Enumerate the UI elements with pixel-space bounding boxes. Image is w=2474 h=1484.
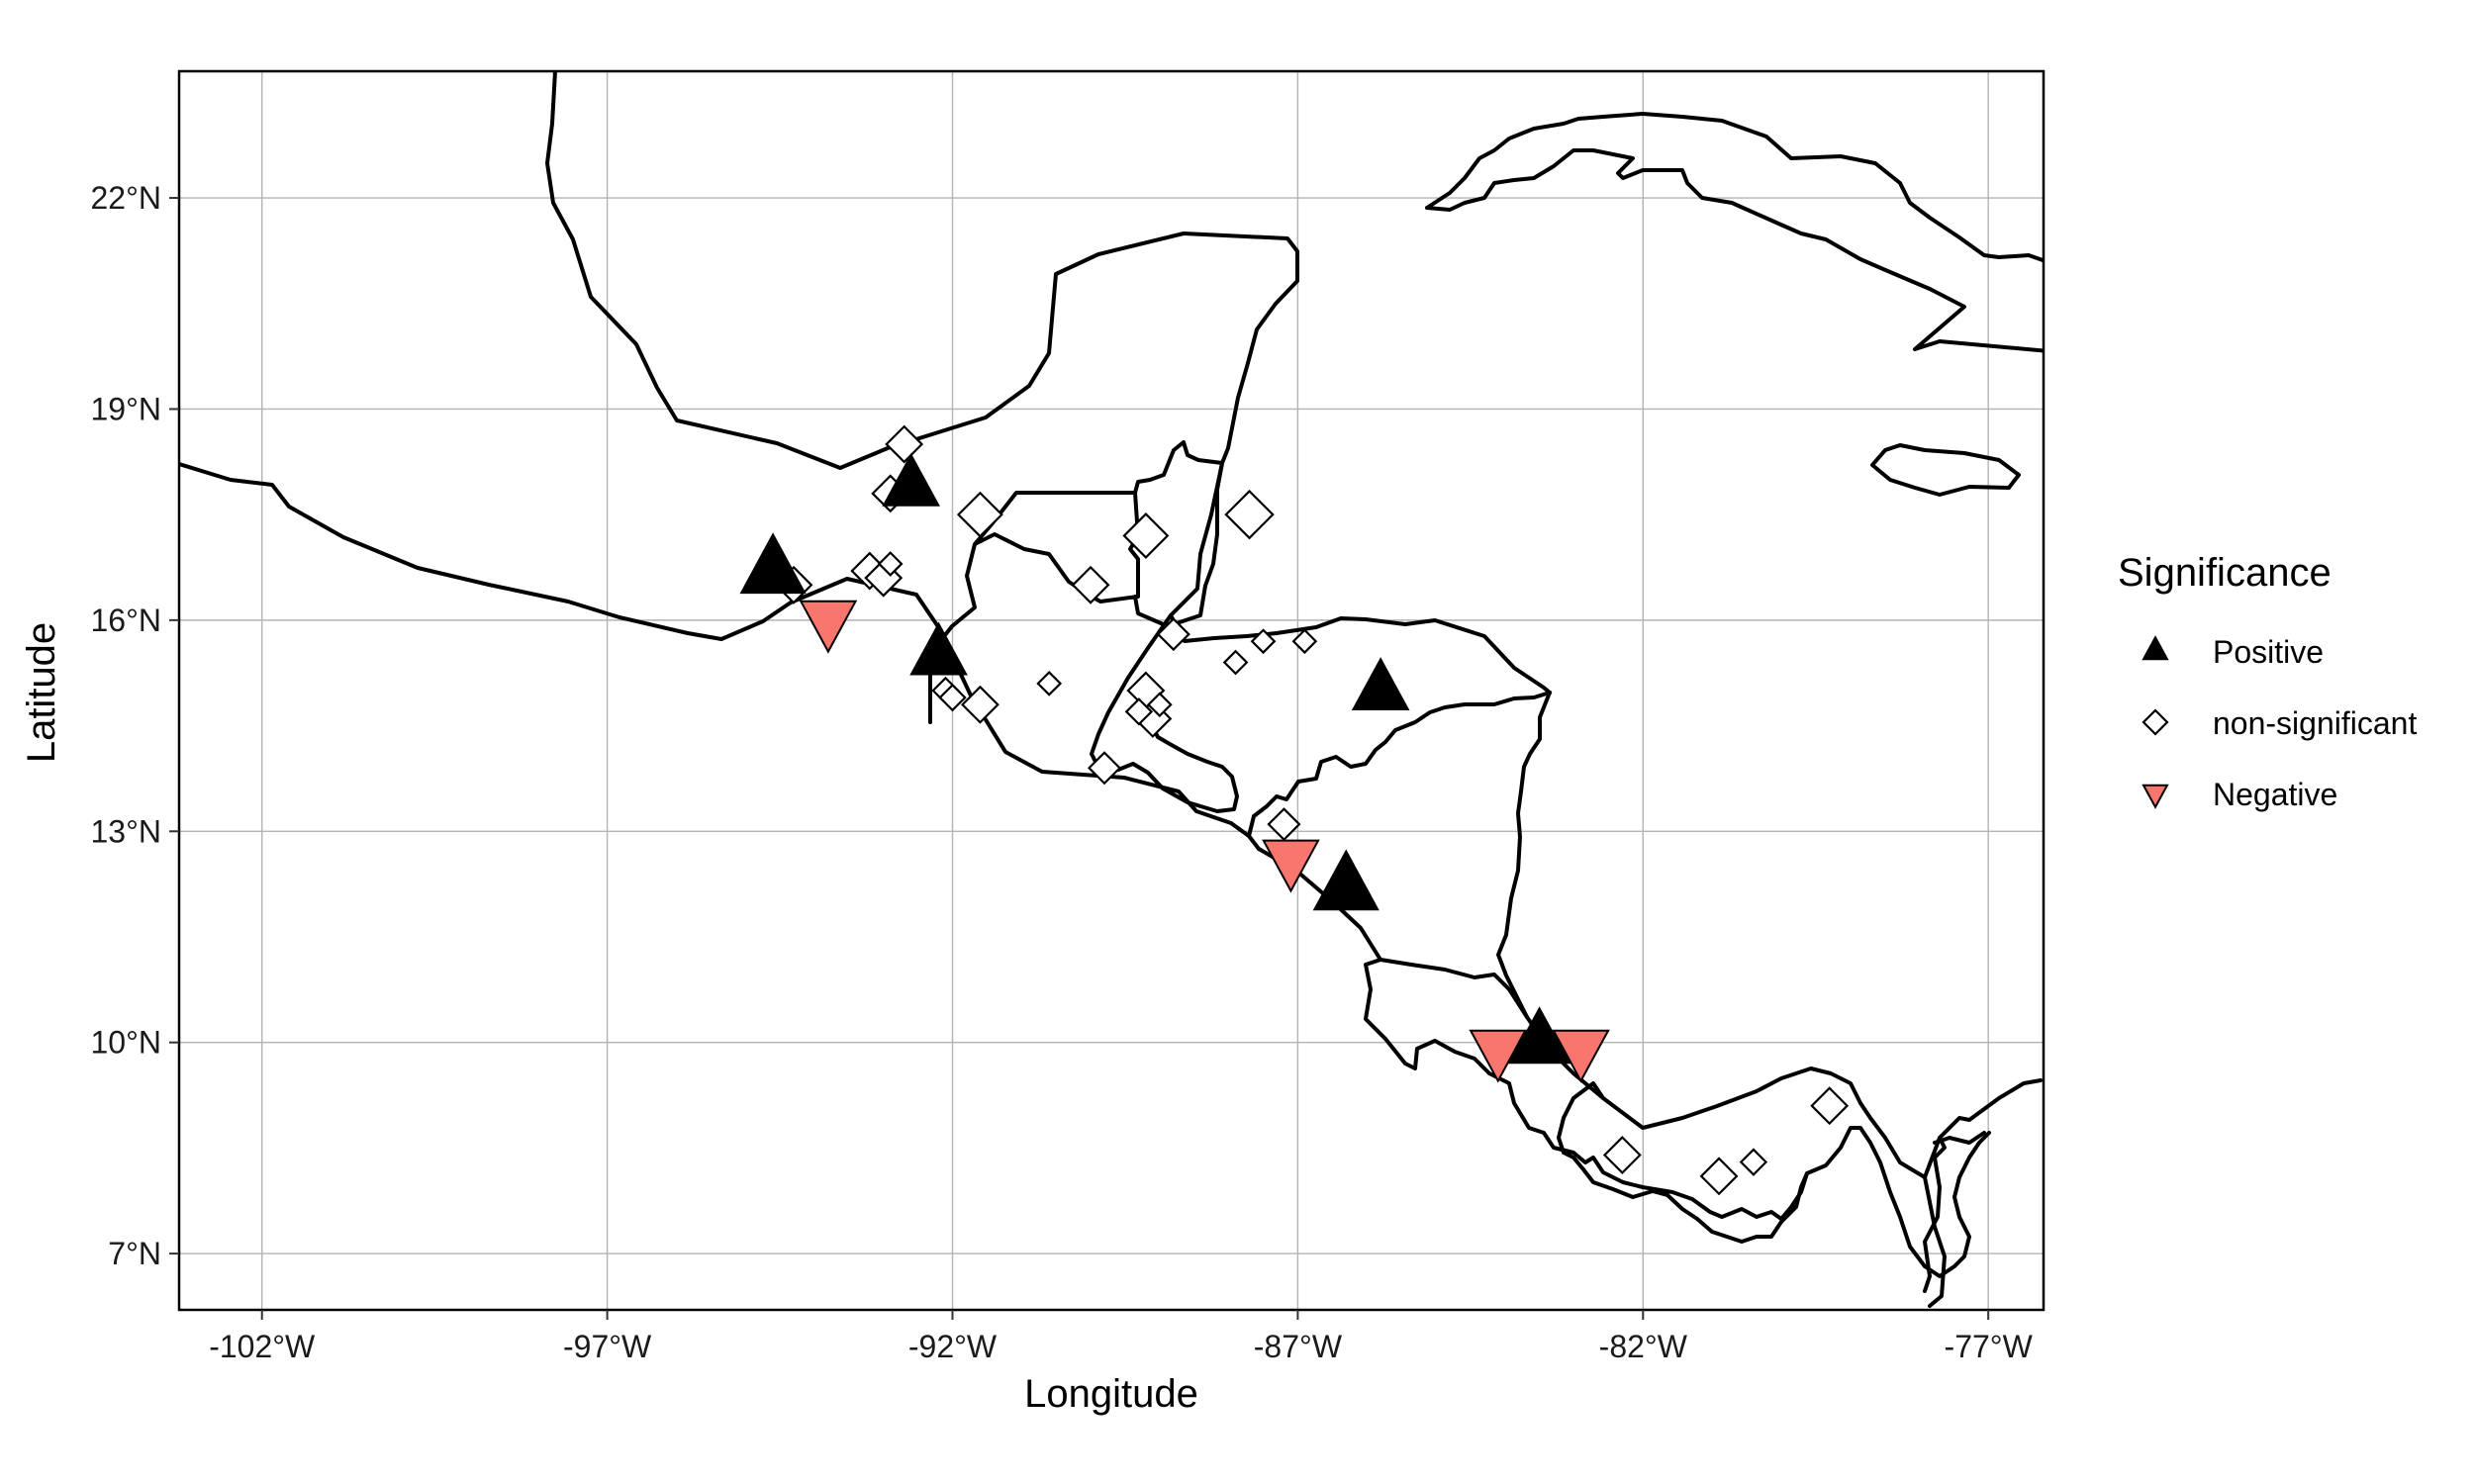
nonsignificant-point xyxy=(1071,565,1110,604)
nonsignificant-point xyxy=(1739,1148,1768,1176)
coastline-honduras-north xyxy=(1169,613,1552,695)
nonsignificant-point xyxy=(1224,489,1275,540)
nonsignificant-point xyxy=(956,491,1003,538)
legend-entries: Positive non-significant Negative xyxy=(2141,634,2417,812)
nonsignificant-point xyxy=(885,424,924,464)
legend-label: non-significant xyxy=(2213,705,2417,741)
data-points xyxy=(739,424,1850,1196)
positive-point xyxy=(1508,1006,1571,1065)
nonsignificant-point xyxy=(1602,1136,1642,1174)
legend-key-positive xyxy=(2141,635,2169,661)
nonsignificant-point xyxy=(1810,1086,1850,1126)
y-tick-label: 16°N xyxy=(91,603,162,638)
positive-point xyxy=(1351,657,1410,711)
x-tick-label: -77°W xyxy=(1945,1329,2034,1364)
y-tick-label: 22°N xyxy=(91,180,162,216)
y-tick-label: 10°N xyxy=(91,1025,162,1061)
plot-panel-border xyxy=(177,69,2046,1312)
legend-label: Negative xyxy=(2213,777,2337,812)
positive-point xyxy=(909,621,968,676)
legend-label: Positive xyxy=(2213,634,2324,670)
legend: Significance Positive non-significant Nega… xyxy=(2118,551,2417,812)
legend-key-negative xyxy=(2141,784,2169,809)
nonsignificant-point xyxy=(1087,751,1122,786)
negative-point xyxy=(1469,1029,1528,1083)
nonsignificant-point xyxy=(1699,1157,1739,1196)
nonsignificant-point xyxy=(877,551,904,577)
x-tick-label: -82°W xyxy=(1599,1329,1688,1364)
coastline-panama-caribbean xyxy=(1923,1136,1947,1293)
legend-key-nonsignificant xyxy=(2141,708,2169,736)
positive-point xyxy=(882,452,940,507)
x-tick-label: -97°W xyxy=(563,1329,652,1364)
negative-point xyxy=(1262,839,1320,893)
nonsignificant-point xyxy=(864,558,904,598)
nonsignificant-point xyxy=(1267,807,1301,842)
coastline-colombia xyxy=(1923,1175,1947,1308)
negative-point xyxy=(1552,1029,1610,1083)
x-tick-label: -87°W xyxy=(1254,1329,1343,1364)
x-tick-label: -92°W xyxy=(908,1329,998,1364)
x-tick-label: -102°W xyxy=(209,1329,316,1364)
y-axis-title: Latitude xyxy=(20,622,63,763)
nonsignificant-point xyxy=(1146,692,1173,718)
nonsignificant-point xyxy=(1036,671,1063,696)
border-honduras-nicaragua xyxy=(1247,691,1552,838)
coastlines xyxy=(179,71,2044,1308)
nonsignificant-point xyxy=(1122,512,1170,559)
x-axis-title: Longitude xyxy=(1024,1372,1198,1416)
x-axis-ticks: -102°W -97°W -92°W -87°W -82°W -77°W xyxy=(209,1310,2034,1364)
coastline-pacific-south xyxy=(1257,847,2043,1179)
y-tick-label: 7°N xyxy=(108,1236,161,1271)
coastline-nicaragua-east xyxy=(1496,691,1552,1019)
nonsignificant-point xyxy=(1250,628,1277,655)
legend-title: Significance xyxy=(2118,551,2331,595)
nonsignificant-point xyxy=(1156,617,1190,652)
nonsignificant-point xyxy=(960,685,999,724)
nonsignificant-point xyxy=(1124,697,1154,726)
y-tick-label: 19°N xyxy=(91,391,162,426)
nonsignificant-point xyxy=(1291,628,1318,655)
nonsignificant-point xyxy=(938,683,967,712)
positive-point xyxy=(739,532,807,595)
coastline-jamaica xyxy=(1870,443,2021,497)
y-tick-label: 13°N xyxy=(91,813,162,849)
coastline-cuba xyxy=(1425,112,2044,353)
positive-point xyxy=(1312,849,1380,911)
coastline-pacific-north xyxy=(179,462,1261,851)
y-axis-ticks: 7°N 10°N 13°N 16°N 19°N 22°N xyxy=(91,180,179,1271)
coastline-panama-south xyxy=(1557,1081,1809,1244)
coastline-colombia-north xyxy=(1933,1131,1986,1145)
negative-point xyxy=(799,600,858,654)
gridlines xyxy=(179,71,2044,1310)
nonsignificant-point xyxy=(1222,649,1249,676)
border-guatemala-honduras xyxy=(1090,613,1239,813)
coastline-belize xyxy=(1169,461,1224,617)
coastline-mexico-gulf xyxy=(545,71,1299,470)
